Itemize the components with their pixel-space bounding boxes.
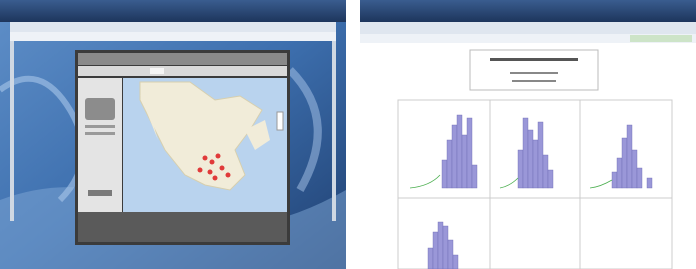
marker[interactable] — [198, 168, 203, 173]
marker[interactable] — [210, 160, 215, 165]
bookmarks-bar — [10, 32, 336, 41]
bar-shape — [538, 122, 543, 188]
browser-titlebar — [360, 0, 696, 22]
tab[interactable] — [630, 35, 692, 42]
marker[interactable] — [220, 166, 225, 171]
bar-shape — [433, 232, 438, 269]
subtitle-line — [512, 80, 556, 82]
bar-shape — [617, 158, 622, 188]
bar-shape — [457, 115, 462, 188]
browser-address-bar[interactable] — [10, 22, 336, 32]
marker[interactable] — [226, 173, 231, 178]
bar-shape — [438, 222, 443, 269]
bar-shape — [452, 125, 457, 188]
browser-frame — [10, 41, 14, 221]
app-header — [78, 53, 287, 65]
page — [0, 0, 696, 269]
report-title-box — [470, 50, 598, 90]
browser-address-bar[interactable] — [360, 22, 696, 34]
bar-shape — [443, 226, 448, 269]
bar-shape — [448, 240, 453, 269]
bar-shape — [453, 255, 458, 269]
left-screen — [0, 0, 346, 269]
bar-shape — [518, 150, 523, 188]
bar-shape — [548, 170, 553, 188]
bar-shape — [467, 118, 472, 188]
bar-shape — [447, 140, 452, 188]
marker[interactable] — [213, 176, 218, 181]
bar-shape — [543, 155, 548, 188]
marker[interactable] — [203, 156, 208, 161]
zoom-control[interactable] — [277, 112, 283, 130]
browser-frame — [332, 41, 336, 221]
control[interactable] — [85, 98, 115, 120]
button[interactable] — [88, 190, 112, 196]
tab[interactable] — [150, 68, 164, 74]
marker[interactable] — [216, 154, 221, 159]
screenshot — [0, 0, 696, 269]
bar-shape — [528, 130, 533, 188]
bar-shape — [533, 140, 538, 188]
right-screen — [360, 0, 696, 269]
app-toolbar — [78, 66, 287, 76]
bar-shape — [627, 125, 632, 188]
bar-shape — [632, 150, 637, 188]
marker[interactable] — [208, 170, 213, 175]
title-line — [490, 58, 578, 61]
option[interactable] — [85, 132, 115, 135]
subtitle-line — [510, 72, 558, 74]
bar-shape — [428, 248, 433, 269]
browser-titlebar — [0, 0, 346, 22]
bar-shape — [622, 138, 627, 188]
bar-shape — [442, 160, 447, 188]
bar-shape — [462, 135, 467, 188]
bar-shape — [612, 172, 617, 188]
bar-shape — [523, 118, 528, 188]
bar-shape — [647, 178, 652, 188]
app-window — [75, 50, 290, 245]
option[interactable] — [85, 125, 115, 128]
app-footer — [78, 212, 287, 242]
bar-shape — [637, 168, 642, 188]
bar-shape — [472, 165, 477, 188]
